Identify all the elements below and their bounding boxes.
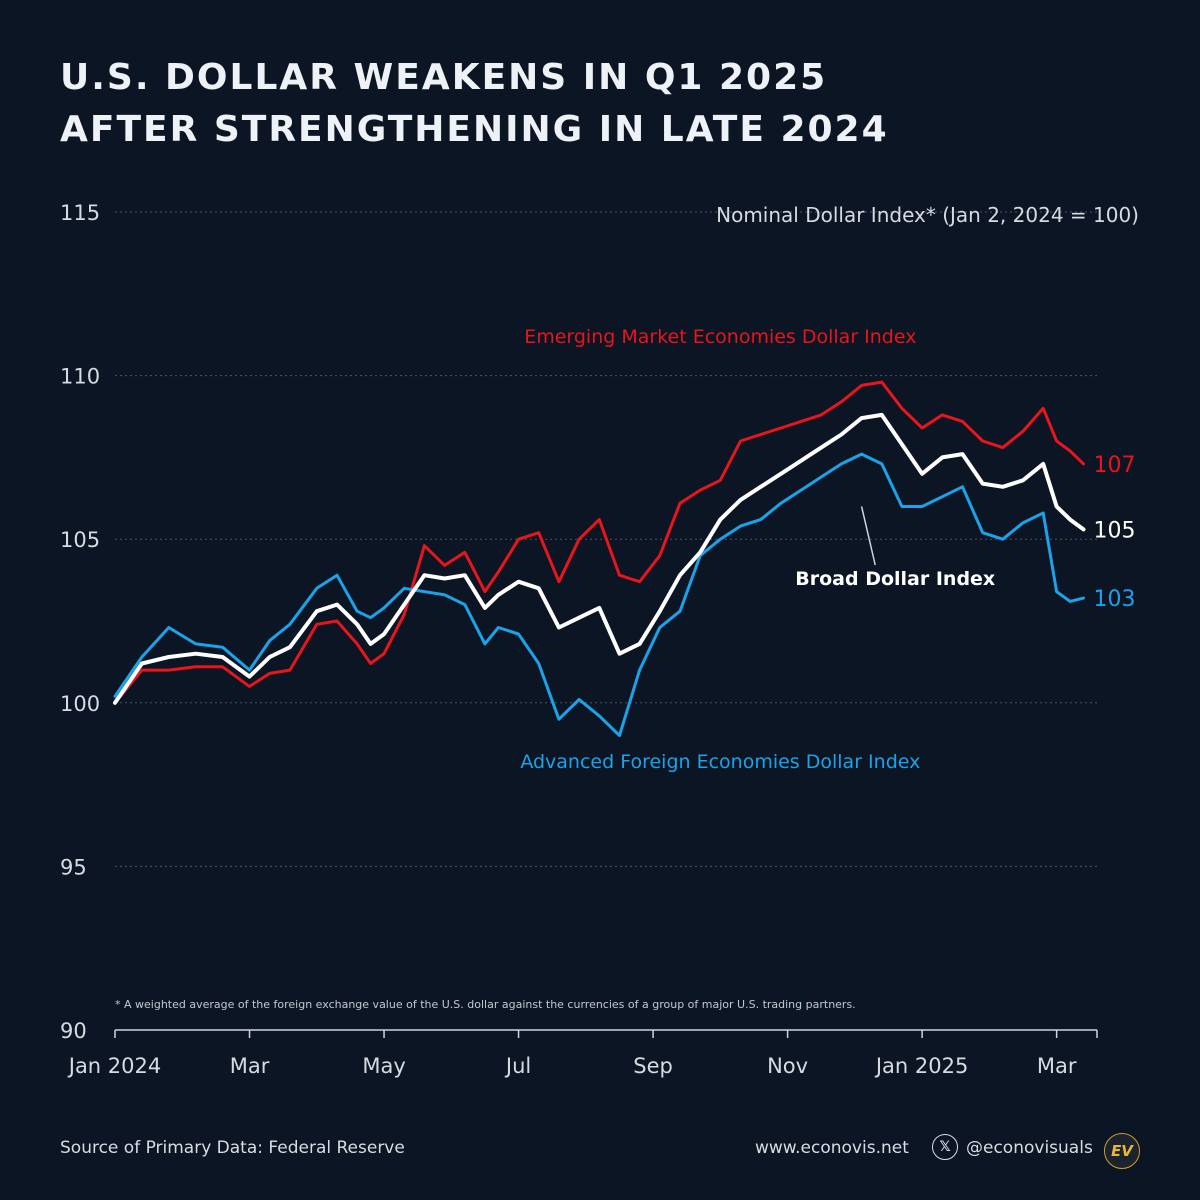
chart-title-line-2: AFTER STRENGTHENING IN LATE 2024 [60, 109, 889, 150]
annotation-advanced: Advanced Foreign Economies Dollar Index [520, 751, 920, 773]
y-tick-label-100: 100 [60, 692, 100, 716]
chart-title-line-1: U.S. DOLLAR WEAKENS IN Q1 2025 [60, 57, 828, 98]
y-tick-label-115: 115 [60, 201, 100, 225]
end-label-advanced: 103 [1094, 587, 1136, 612]
website-link[interactable]: www.econovis.net [755, 1138, 909, 1158]
y-tick-label-95: 95 [60, 855, 87, 879]
chart-subtitle: Nominal Dollar Index* (Jan 2, 2024 = 100… [716, 203, 1139, 227]
x-tick-label-0: Jan 2024 [67, 1054, 162, 1078]
chart-footnote: * A weighted average of the foreign exch… [115, 998, 856, 1011]
series-line-advanced [113, 452, 1085, 737]
y-tick-label-105: 105 [60, 528, 100, 552]
series-line-emerging [113, 380, 1085, 705]
chart-title: U.S. DOLLAR WEAKENS IN Q1 2025 AFTER STR… [60, 52, 889, 156]
axes: 90 95 100 105 110 115 Jan 2024 Mar May Jul Sep Nov J… [60, 201, 1098, 1078]
source-note: Source of Primary Data: Federal Reserve [60, 1138, 405, 1158]
x-tick-label-4: Sep [633, 1054, 673, 1078]
social-handle[interactable]: @econovisuals [966, 1138, 1093, 1158]
econovis-logo: EV [1104, 1133, 1140, 1169]
annotation-broad: Broad Dollar Index [795, 568, 995, 590]
chart-labels: Nominal Dollar Index* (Jan 2, 2024 = 100… [115, 203, 1139, 1011]
y-tick-label-90: 90 [60, 1019, 87, 1043]
x-tick-label-1: Mar [230, 1054, 270, 1078]
x-tick-label-5: Nov [767, 1054, 808, 1078]
x-tick-label-3: Jul [504, 1054, 531, 1078]
x-tick-label-2: May [362, 1054, 405, 1078]
x-logo-icon[interactable]: 𝕏 [932, 1134, 958, 1160]
end-label-broad: 105 [1094, 518, 1136, 543]
annotation-emerging: Emerging Market Economies Dollar Index [524, 326, 916, 348]
annotation-arrow-broad [860, 506, 876, 566]
x-tick-label-7: Mar [1037, 1054, 1077, 1078]
series-lines [113, 380, 1086, 737]
y-tick-label-110: 110 [60, 365, 100, 389]
series-line-broad [113, 412, 1086, 705]
x-tick-label-6: Jan 2025 [874, 1054, 969, 1078]
end-label-emerging: 107 [1094, 453, 1136, 478]
